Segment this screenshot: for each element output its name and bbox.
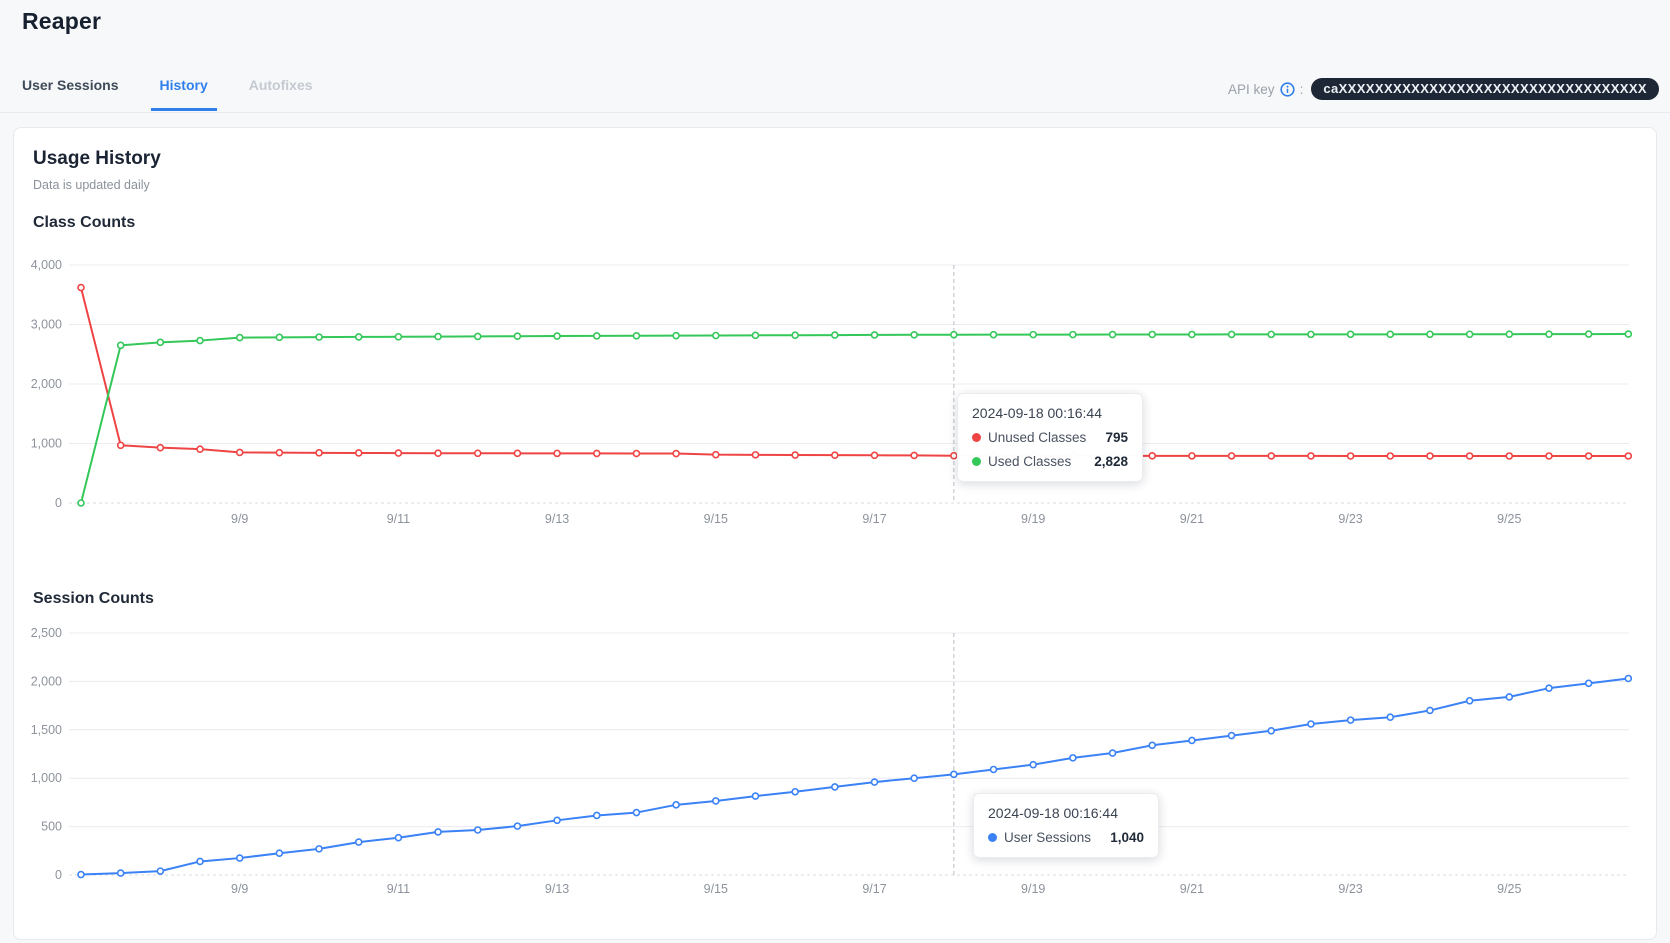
tooltip-row: Unused Classes 795 — [972, 430, 1128, 445]
card-title: Usage History — [33, 148, 161, 169]
svg-text:9/23: 9/23 — [1338, 512, 1362, 526]
api-key-separator: : — [1299, 81, 1304, 97]
svg-text:9/11: 9/11 — [387, 512, 410, 526]
page-title: Reaper — [22, 8, 102, 34]
class-counts-chart[interactable]: 0 1,000 2,000 3,000 4,000 9/9 9/11 9/13 9/15 9/17… — [0, 240, 1670, 530]
svg-text:9/25: 9/25 — [1497, 882, 1521, 896]
svg-text:2,000: 2,000 — [31, 377, 62, 391]
svg-text:9/11: 9/11 — [387, 882, 410, 896]
svg-text:9/25: 9/25 — [1497, 512, 1521, 526]
svg-text:4,000: 4,000 — [31, 258, 62, 272]
tab-autofixes[interactable]: Autofixes — [248, 77, 313, 93]
tooltip-series-value: 2,828 — [1094, 454, 1128, 469]
session-counts-title: Session Counts — [33, 590, 154, 607]
tab-bar: User Sessions History Autofixes — [22, 77, 313, 111]
info-icon[interactable] — [1279, 81, 1295, 97]
svg-text:9/17: 9/17 — [862, 882, 886, 896]
unused-classes-dot-icon — [972, 433, 981, 442]
svg-text:1,500: 1,500 — [31, 723, 62, 737]
svg-text:9/9: 9/9 — [231, 882, 248, 896]
tooltip-date: 2024-09-18 00:16:44 — [988, 805, 1118, 821]
card-subtitle: Data is updated daily — [33, 178, 150, 192]
svg-text:1,000: 1,000 — [31, 437, 62, 451]
tab-history[interactable]: History — [150, 77, 217, 111]
svg-text:9/19: 9/19 — [1021, 882, 1045, 896]
svg-text:9/13: 9/13 — [545, 882, 569, 896]
usage-history-card — [13, 127, 1657, 940]
svg-text:3,000: 3,000 — [31, 318, 62, 332]
session-counts-tooltip: 2024-09-18 00:16:44 User Sessions 1,040 — [973, 793, 1159, 858]
svg-text:9/15: 9/15 — [704, 882, 728, 896]
svg-text:1,000: 1,000 — [31, 771, 62, 785]
api-key-label: API key — [1228, 81, 1275, 97]
svg-text:9/19: 9/19 — [1021, 512, 1045, 526]
svg-text:9/9: 9/9 — [231, 512, 248, 526]
tab-user-sessions[interactable]: User Sessions — [22, 77, 119, 93]
api-key-value[interactable]: caXXXXXXXXXXXXXXXXXXXXXXXXXXXXXXXXXX — [1311, 78, 1659, 100]
tooltip-series-label: Unused Classes — [988, 430, 1087, 445]
svg-text:9/23: 9/23 — [1338, 882, 1362, 896]
used-classes-dot-icon — [972, 457, 981, 466]
svg-text:9/15: 9/15 — [704, 512, 728, 526]
tooltip-series-label: User Sessions — [1004, 830, 1092, 845]
tooltip-series-value: 1,040 — [1110, 830, 1144, 845]
tooltip-row: User Sessions 1,040 — [988, 830, 1144, 845]
svg-text:0: 0 — [55, 868, 62, 882]
tabs-divider — [0, 112, 1670, 113]
svg-text:9/13: 9/13 — [545, 512, 569, 526]
tooltip-row: Used Classes 2,828 — [972, 454, 1128, 469]
tooltip-series-value: 795 — [1105, 430, 1128, 445]
svg-text:0: 0 — [55, 496, 62, 510]
svg-text:2,500: 2,500 — [31, 626, 62, 640]
svg-text:9/17: 9/17 — [862, 512, 886, 526]
svg-text:9/21: 9/21 — [1180, 512, 1204, 526]
svg-text:9/21: 9/21 — [1180, 882, 1204, 896]
tooltip-date: 2024-09-18 00:16:44 — [972, 405, 1102, 421]
svg-text:500: 500 — [41, 820, 62, 834]
class-counts-title: Class Counts — [33, 214, 136, 231]
api-key-group: API key : caXXXXXXXXXXXXXXXXXXXXXXXXXXXX… — [1228, 78, 1659, 100]
session-counts-chart[interactable]: 0 500 1,000 1,500 2,000 2,500 9/9 9/11 9/13 9/15 9… — [0, 610, 1670, 900]
svg-text:2,000: 2,000 — [31, 674, 62, 688]
class-counts-tooltip: 2024-09-18 00:16:44 Unused Classes 795 U… — [957, 393, 1143, 482]
tooltip-series-label: Used Classes — [988, 454, 1072, 469]
user-sessions-dot-icon — [988, 833, 997, 842]
